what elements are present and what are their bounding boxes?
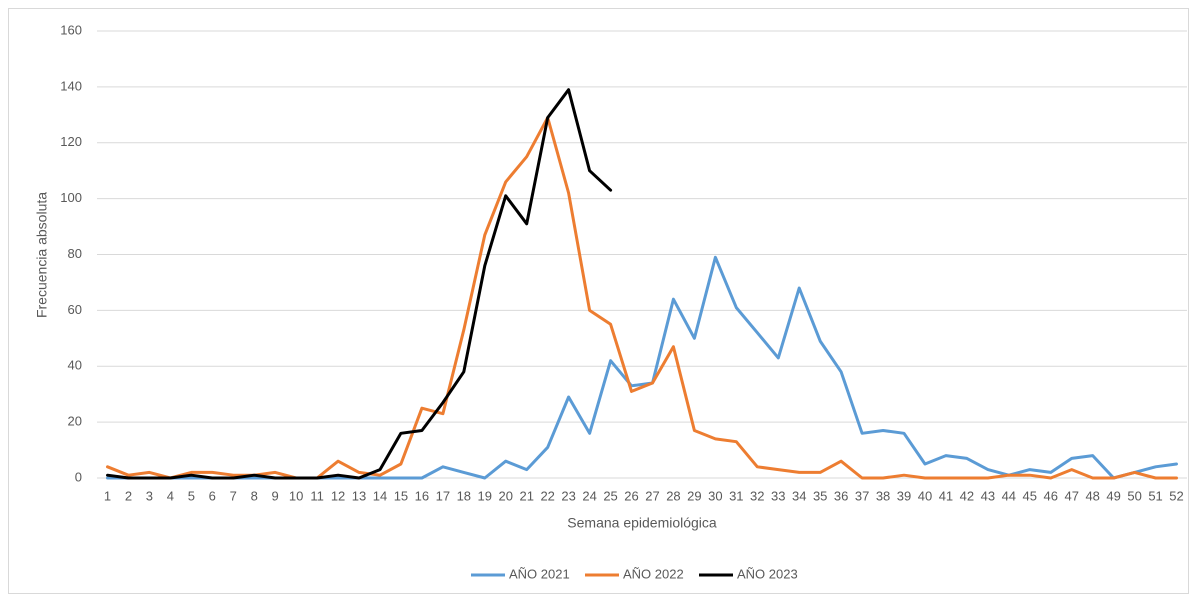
x-tick-label: 51 (1148, 488, 1162, 503)
x-tick-label: 48 (1085, 488, 1099, 503)
x-tick-label: 45 (1023, 488, 1037, 503)
y-tick-label: 160 (60, 22, 82, 37)
x-tick-label: 30 (708, 488, 722, 503)
y-tick-label: 40 (68, 358, 82, 373)
x-tick-label: 52 (1169, 488, 1183, 503)
x-tick-label: 3 (146, 488, 153, 503)
series-line (106, 88, 613, 480)
x-tick-label: 7 (230, 488, 237, 503)
x-tick-label: 14 (373, 488, 387, 503)
x-tick-label: 6 (209, 488, 216, 503)
x-tick-label: 26 (624, 488, 638, 503)
x-tick-label: 18 (457, 488, 471, 503)
legend-label: AÑO 2023 (737, 566, 798, 581)
x-tick-label: 46 (1044, 488, 1058, 503)
x-tick-label: 1 (104, 488, 111, 503)
y-tick-label: 20 (68, 414, 82, 429)
x-tick-label: 13 (352, 488, 366, 503)
x-tick-label: 41 (939, 488, 953, 503)
x-tick-label: 21 (519, 488, 533, 503)
x-tick-label: 25 (603, 488, 617, 503)
x-tick-label: 32 (750, 488, 764, 503)
x-tick-label: 47 (1064, 488, 1078, 503)
x-tick-label: 17 (436, 488, 450, 503)
x-tick-label: 33 (771, 488, 785, 503)
x-tick-label: 42 (960, 488, 974, 503)
x-tick-label: 28 (666, 488, 680, 503)
x-tick-label: 43 (981, 488, 995, 503)
x-tick-label: 36 (834, 488, 848, 503)
x-tick-label: 39 (897, 488, 911, 503)
x-tick-label: 27 (645, 488, 659, 503)
x-tick-label: 23 (561, 488, 575, 503)
y-tick-label: 140 (60, 78, 82, 93)
y-tick-label: 100 (60, 190, 82, 205)
x-axis-title: Semana epidemiológica (567, 515, 717, 531)
x-tick-label: 49 (1106, 488, 1120, 503)
y-tick-label: 120 (60, 134, 82, 149)
x-tick-label: 10 (289, 488, 303, 503)
x-tick-label: 50 (1127, 488, 1141, 503)
x-tick-label: 44 (1002, 488, 1016, 503)
x-tick-label: 4 (167, 488, 174, 503)
x-tick-label: 11 (310, 488, 324, 503)
legend-label: AÑO 2021 (509, 566, 570, 581)
y-axis-title: Frecuencia absoluta (34, 192, 50, 318)
x-tick-label: 40 (918, 488, 932, 503)
x-tick-label: 15 (394, 488, 408, 503)
x-tick-label: 24 (582, 488, 596, 503)
x-tick-label: 9 (272, 488, 279, 503)
x-tick-label: 35 (813, 488, 827, 503)
legend-label: AÑO 2022 (623, 566, 684, 581)
x-tick-label: 31 (729, 488, 743, 503)
x-tick-label: 29 (687, 488, 701, 503)
series-line (106, 116, 1178, 480)
x-tick-label: 34 (792, 488, 806, 503)
x-tick-label: 5 (188, 488, 195, 503)
x-tick-label: 12 (331, 488, 345, 503)
x-tick-label: 16 (415, 488, 429, 503)
chart-frame (8, 8, 1189, 594)
x-tick-label: 37 (855, 488, 869, 503)
x-tick-label: 2 (125, 488, 132, 503)
y-tick-label: 0 (75, 469, 82, 484)
x-tick-label: 20 (499, 488, 513, 503)
y-tick-label: 60 (68, 302, 82, 317)
x-tick-label: 8 (251, 488, 258, 503)
x-tick-label: 22 (540, 488, 554, 503)
x-tick-label: 38 (876, 488, 890, 503)
y-tick-label: 80 (68, 246, 82, 261)
x-tick-label: 19 (478, 488, 492, 503)
